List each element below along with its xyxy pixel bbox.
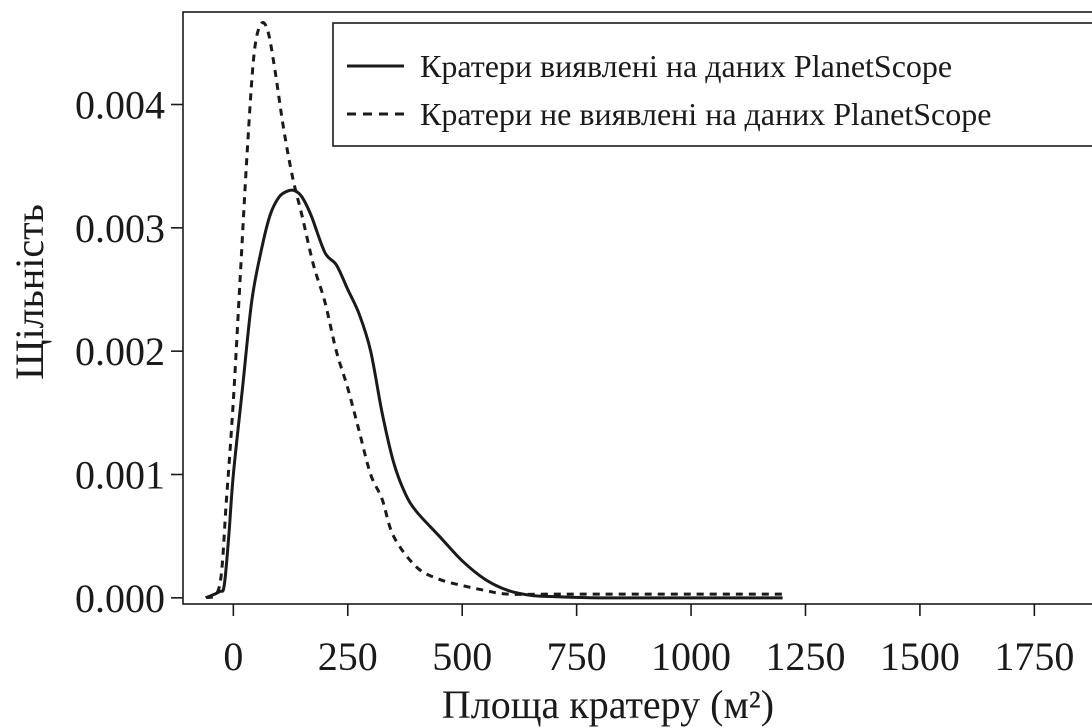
x-tick-label: 1500 [880,634,960,679]
x-tick-label: 750 [547,634,607,679]
x-axis-title: Площа кратеру (м²) [442,682,774,727]
x-tick-label: 1000 [651,634,731,679]
x-tick-label: 1750 [994,634,1074,679]
legend-label-not-detected: Кратери не виявлені на даних PlanetScope [420,96,991,132]
legend-label-detected: Кратери виявлені на даних PlanetScope [420,48,952,84]
x-tick-label: 1250 [765,634,845,679]
x-axis: 0 250 500 750 1000 1250 1500 1750 [223,604,1074,679]
y-tick-label: 0.004 [75,83,165,128]
y-tick-label: 0.000 [75,576,165,621]
y-tick-label: 0.003 [75,206,165,251]
series-line-detected [205,188,783,600]
series-line-not-detected [204,21,783,600]
plot-frame [182,11,1092,605]
y-axis: 0.000 0.001 0.002 0.003 0.004 [75,83,183,621]
y-axis-title: Щільність [7,204,52,380]
legend-box [332,22,1092,147]
x-tick-label: 500 [432,634,492,679]
y-tick-label: 0.001 [75,453,165,498]
legend: Кратери виявлені на даних PlanetScope Кр… [332,22,1092,147]
series-layer [204,21,783,600]
y-tick-label: 0.002 [75,329,165,374]
x-tick-label: 0 [223,634,243,679]
x-tick-label: 250 [318,634,378,679]
